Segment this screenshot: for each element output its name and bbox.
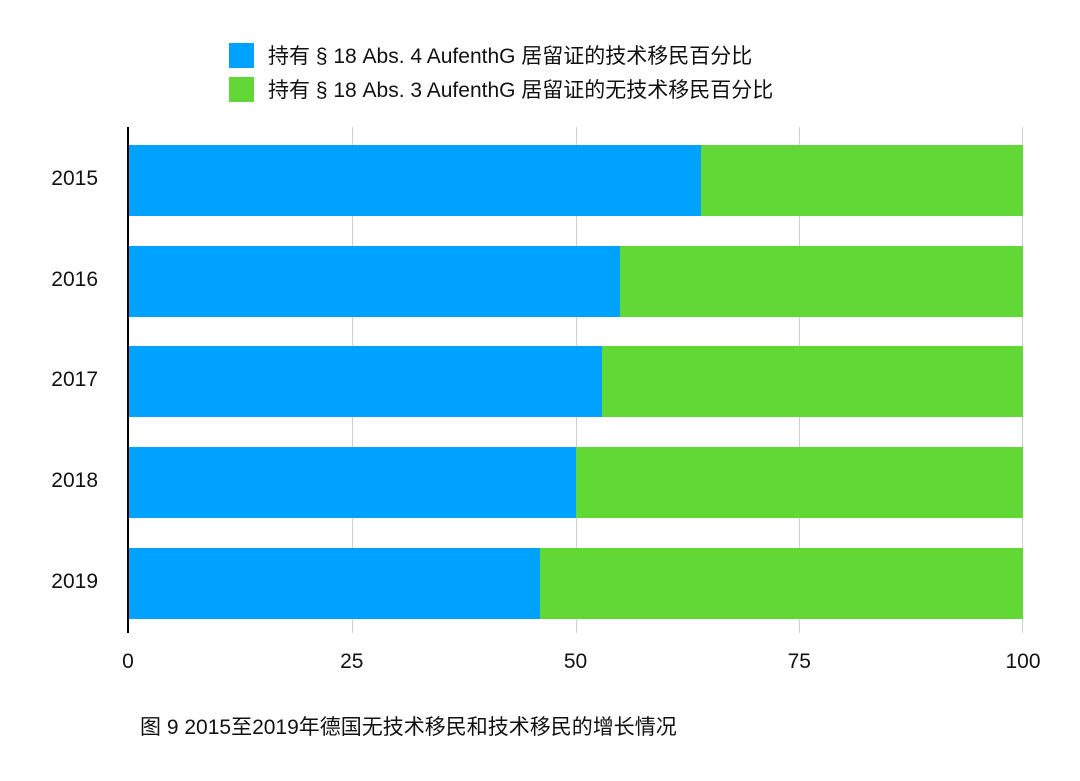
x-tick-50: 50	[563, 650, 588, 673]
legend-item-unskilled: 持有 § 18 Abs. 3 AufenthG 居留证的无技术移民百分比	[229, 72, 773, 106]
x-tick-25: 25	[340, 650, 364, 673]
legend-swatch-green	[229, 76, 254, 102]
plot-area	[127, 127, 1023, 633]
x-tick-100: 100	[1005, 650, 1041, 673]
legend-label: 持有 § 18 Abs. 3 AufenthG 居留证的无技术移民百分比	[268, 79, 774, 102]
bar-segment-unskilled-2016	[620, 246, 1023, 317]
bar-segment-unskilled-2018	[575, 447, 1023, 518]
bar-segment-skilled-2015	[128, 145, 701, 216]
bar-row-2018	[128, 447, 1023, 518]
y-tick-label: 2016	[51, 268, 98, 291]
bar-segment-skilled-2018	[128, 447, 576, 518]
bar-row-2015	[128, 145, 1023, 216]
bar-segment-unskilled-2019	[539, 548, 1023, 619]
y-tick-label: 2015	[51, 167, 98, 190]
chart-legend: 持有 § 18 Abs. 4 AufenthG 居留证的技术移民百分比 持有 §…	[229, 38, 773, 106]
x-tick-0: 0	[122, 650, 134, 673]
legend-label: 持有 § 18 Abs. 4 AufenthG 居留证的技术移民百分比	[268, 45, 753, 68]
legend-item-skilled: 持有 § 18 Abs. 4 AufenthG 居留证的技术移民百分比	[229, 38, 773, 72]
bar-segment-unskilled-2017	[602, 346, 1023, 417]
bar-row-2017	[128, 346, 1023, 417]
bar-segment-skilled-2016	[128, 246, 621, 317]
bar-row-2019	[128, 548, 1023, 619]
bar-segment-unskilled-2015	[700, 145, 1023, 216]
y-tick-label: 2017	[51, 368, 98, 391]
y-tick-label: 2018	[51, 469, 98, 492]
figure-caption: 图 9 2015至2019年德国无技术移民和技术移民的增长情况	[140, 716, 677, 739]
bar-segment-skilled-2019	[128, 548, 540, 619]
bar-row-2016	[128, 246, 1023, 317]
legend-swatch-blue	[229, 42, 254, 68]
y-tick-label: 2019	[51, 570, 98, 593]
y-axis-line	[127, 127, 129, 633]
x-tick-75: 75	[787, 650, 811, 673]
bar-segment-skilled-2017	[128, 346, 603, 417]
